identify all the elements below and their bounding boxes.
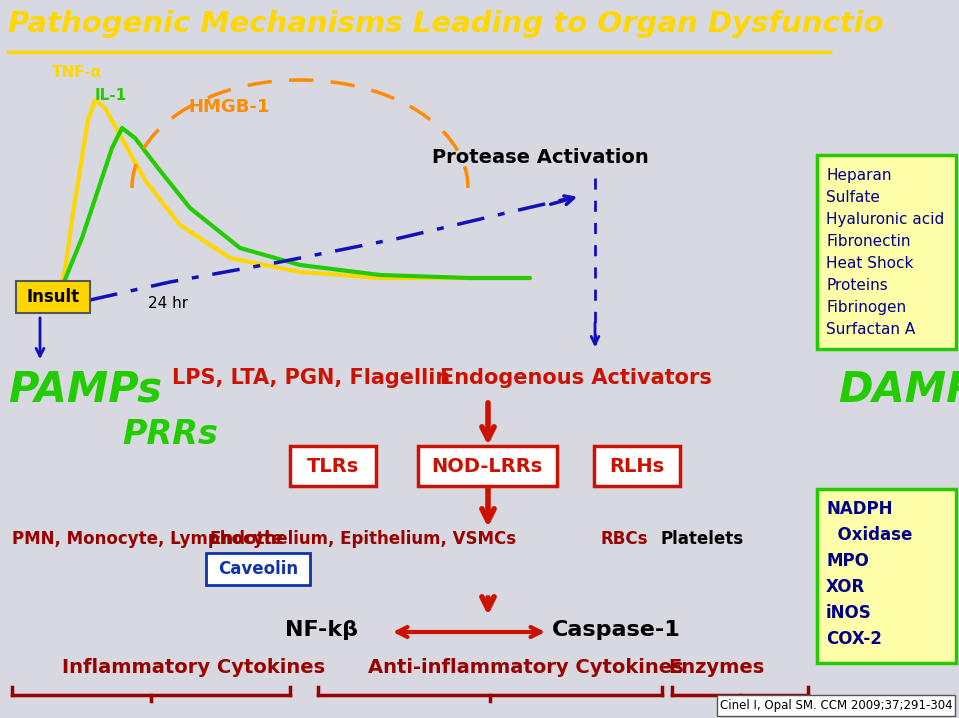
Text: XOR: XOR xyxy=(826,578,865,596)
Text: Fibrinogen: Fibrinogen xyxy=(826,300,906,315)
Text: Proteins: Proteins xyxy=(826,278,888,293)
FancyBboxPatch shape xyxy=(817,155,956,349)
Text: Oxidase: Oxidase xyxy=(826,526,912,544)
Text: Caspase-1: Caspase-1 xyxy=(552,620,681,640)
Text: Cinel I, Opal SM. CCM 2009;37;291-304: Cinel I, Opal SM. CCM 2009;37;291-304 xyxy=(719,699,952,712)
Text: iNOS: iNOS xyxy=(826,604,872,622)
Text: TNF-α: TNF-α xyxy=(52,65,102,80)
Text: PMN, Monocyte, Lymphocyte: PMN, Monocyte, Lymphocyte xyxy=(12,530,283,548)
Text: RBCs: RBCs xyxy=(600,530,647,548)
Text: MPO: MPO xyxy=(826,552,869,570)
FancyBboxPatch shape xyxy=(817,489,956,663)
Text: HMGB-1: HMGB-1 xyxy=(188,98,269,116)
Text: Heparan: Heparan xyxy=(826,168,892,183)
FancyBboxPatch shape xyxy=(206,553,310,585)
Text: Endothelium, Epithelium, VSMCs: Endothelium, Epithelium, VSMCs xyxy=(210,530,516,548)
Text: Insult: Insult xyxy=(27,288,80,306)
Text: 24 hr: 24 hr xyxy=(148,296,188,311)
Text: TLRs: TLRs xyxy=(307,457,359,475)
Text: Hyaluronic acid: Hyaluronic acid xyxy=(826,212,945,227)
Text: Caveolin: Caveolin xyxy=(218,560,298,578)
Text: Inflammatory Cytokines: Inflammatory Cytokines xyxy=(62,658,325,677)
Text: Fibronectin: Fibronectin xyxy=(826,234,910,249)
Text: Heat Shock: Heat Shock xyxy=(826,256,913,271)
Text: COX-2: COX-2 xyxy=(826,630,882,648)
Text: RLHs: RLHs xyxy=(609,457,665,475)
FancyBboxPatch shape xyxy=(290,446,376,486)
Text: PAMPs: PAMPs xyxy=(8,368,162,410)
Text: Enzymes: Enzymes xyxy=(668,658,764,677)
Text: Platelets: Platelets xyxy=(660,530,743,548)
Text: NOD-LRRs: NOD-LRRs xyxy=(432,457,543,475)
Text: DAMPs: DAMPs xyxy=(838,368,959,410)
FancyBboxPatch shape xyxy=(16,281,90,313)
FancyBboxPatch shape xyxy=(418,446,557,486)
Text: NADPH: NADPH xyxy=(826,500,893,518)
Text: PRRs: PRRs xyxy=(122,418,218,451)
Text: Pathogenic Mechanisms Leading to Organ Dysfunctio: Pathogenic Mechanisms Leading to Organ D… xyxy=(8,10,883,38)
Text: Surfactan A: Surfactan A xyxy=(826,322,915,337)
Text: NF-kβ: NF-kβ xyxy=(285,620,358,640)
Text: Endogenous Activators: Endogenous Activators xyxy=(440,368,712,388)
Text: IL-1: IL-1 xyxy=(95,88,128,103)
Text: LPS, LTA, PGN, Flagellin: LPS, LTA, PGN, Flagellin xyxy=(172,368,450,388)
FancyBboxPatch shape xyxy=(717,695,955,716)
FancyBboxPatch shape xyxy=(594,446,680,486)
Text: Anti-inflammatory Cytokines: Anti-inflammatory Cytokines xyxy=(368,658,684,677)
Text: Sulfate: Sulfate xyxy=(826,190,879,205)
Text: Protease Activation: Protease Activation xyxy=(432,148,648,167)
